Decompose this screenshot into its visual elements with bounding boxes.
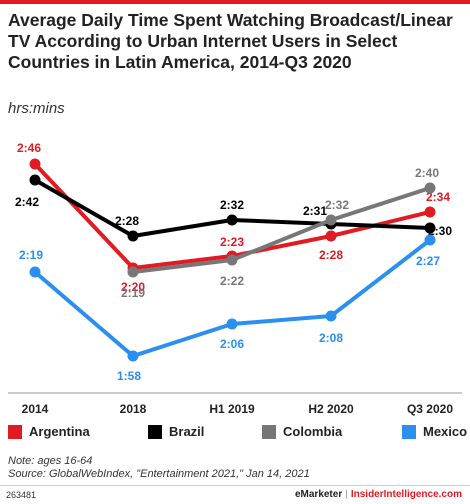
data-label-colombia: 2:19 <box>121 286 145 300</box>
data-point-argentina <box>325 230 337 242</box>
data-point-argentina <box>29 158 41 170</box>
legend-swatch <box>8 424 22 439</box>
data-label-argentina: 2:20 <box>121 280 145 294</box>
data-point-brazil <box>29 174 41 186</box>
brand-emarketer: eMarketer <box>294 489 343 500</box>
data-label-argentina: 2:28 <box>319 248 343 262</box>
note-text: Note: ages 16-64 <box>8 455 93 467</box>
data-point-mexico <box>29 266 41 278</box>
x-tick-label: 2018 <box>120 402 147 416</box>
source-text: Source: GlobalWebIndex, "Entertainment 2… <box>8 468 310 480</box>
line-chart: 2014 2018 H1 2019 H2 2020 Q3 2020 2:46 2:20 2:2… <box>8 141 462 416</box>
data-point-mexico <box>424 234 436 246</box>
legend-swatch <box>402 424 416 439</box>
data-label-brazil: 2:32 <box>220 198 244 212</box>
chart-title: Average Daily Time Spent Watching Broadc… <box>8 10 453 72</box>
data-point-colombia <box>424 182 436 194</box>
top-accent-rule <box>0 0 470 4</box>
x-tick-label: Q3 2020 <box>407 402 453 416</box>
legend-swatch <box>262 424 276 439</box>
legend-item-brazil: Brazil <box>148 424 204 439</box>
brand-credit: eMarketer | InsiderIntelligence.com <box>295 489 462 500</box>
chart-notes: Note: ages 16-64 Source: GlobalWebIndex,… <box>8 455 310 481</box>
legend-label: Brazil <box>169 424 205 439</box>
data-label-mexico: 2:19 <box>19 248 43 262</box>
x-tick-label: H2 2020 <box>308 402 354 416</box>
data-label-mexico: 2:06 <box>220 337 244 351</box>
data-label-brazil: 2:30 <box>428 224 452 238</box>
series-line-colombia <box>131 186 432 274</box>
data-label-argentina: 2:46 <box>17 141 41 155</box>
data-label-argentina: 2:23 <box>220 235 244 249</box>
legend-label: Mexico <box>423 424 468 439</box>
x-tick-label: H1 2019 <box>209 402 255 416</box>
data-label-colombia: 2:32 <box>325 198 349 212</box>
data-point-colombia <box>127 266 139 278</box>
data-label-colombia: 2:22 <box>220 274 244 288</box>
data-point-colombia <box>226 254 238 266</box>
data-label-argentina: 2:34 <box>426 190 450 204</box>
data-point-mexico <box>325 310 337 322</box>
data-point-mexico <box>226 318 238 330</box>
data-label-brazil: 2:31 <box>303 204 327 218</box>
data-point-colombia <box>325 214 337 226</box>
legend-swatch <box>148 424 162 439</box>
data-label-colombia: 2:40 <box>415 166 439 180</box>
chart-subtitle: hrs:mins <box>8 100 65 117</box>
data-label-mexico: 1:58 <box>117 369 141 383</box>
chart-id: 263481 <box>6 490 37 500</box>
legend-label: Colombia <box>283 424 343 439</box>
brand-separator: | <box>345 489 348 500</box>
legend-label: Argentina <box>29 424 90 439</box>
data-label-brazil: 2:28 <box>115 214 139 228</box>
legend-item-colombia: Colombia <box>262 424 342 439</box>
data-point-argentina <box>424 206 436 218</box>
x-tick-label: 2014 <box>22 402 49 416</box>
data-label-brazil: 2:42 <box>15 195 39 209</box>
footer-divider <box>0 485 470 486</box>
data-point-brazil <box>424 222 436 234</box>
data-point-mexico <box>127 350 139 362</box>
legend-item-mexico: Mexico <box>402 424 467 439</box>
data-point-brazil <box>127 230 139 242</box>
legend-item-argentina: Argentina <box>8 424 90 439</box>
chart-legend: Argentina Brazil Colombia Mexico <box>0 424 470 444</box>
data-point-brazil <box>226 214 238 226</box>
data-label-mexico: 2:27 <box>416 254 440 268</box>
data-label-mexico: 2:08 <box>319 331 343 345</box>
brand-insider: InsiderIntelligence.com <box>350 489 462 500</box>
